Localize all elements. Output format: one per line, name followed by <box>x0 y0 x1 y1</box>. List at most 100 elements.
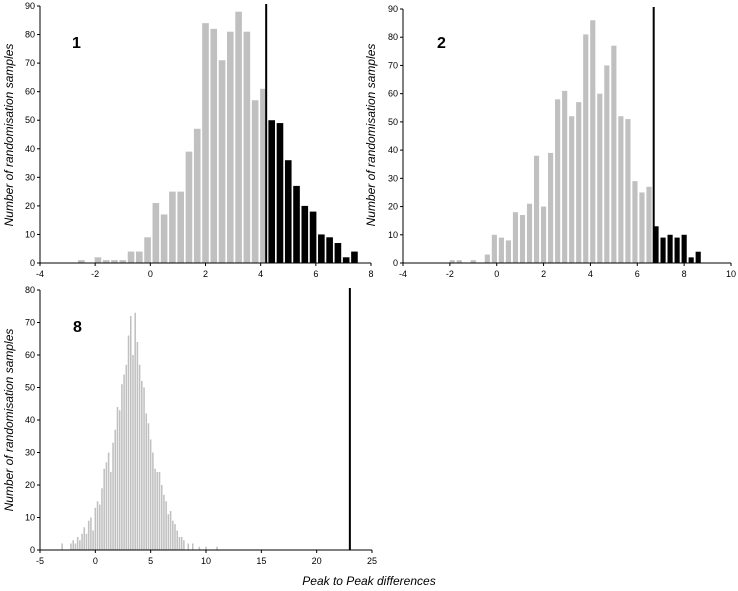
bar <box>125 364 128 550</box>
bar <box>505 240 511 263</box>
y-tick-label: 60 <box>388 89 398 99</box>
y-tick-label: 60 <box>25 87 35 97</box>
bar <box>243 31 251 264</box>
histogram-panel-2: 0 10 20 30 40 50 60 70 80 90 -4 -2 0 2 4 6 8 10 2 <box>388 4 736 279</box>
y-tick-label: 70 <box>388 60 398 70</box>
x-tick-label: 4 <box>258 269 263 279</box>
bar <box>156 472 159 550</box>
bar <box>114 429 117 550</box>
bar <box>351 251 358 263</box>
y-tick-label: 80 <box>25 285 35 295</box>
bar <box>138 364 141 550</box>
bar <box>107 452 110 550</box>
bar <box>72 540 74 550</box>
bar <box>276 123 284 263</box>
bar <box>134 312 136 550</box>
bar <box>87 520 90 550</box>
bar <box>205 546 207 550</box>
bar <box>141 381 143 550</box>
bar <box>597 93 603 263</box>
bar <box>284 160 292 263</box>
bar <box>102 260 110 263</box>
bar <box>152 203 160 263</box>
bar <box>260 88 267 263</box>
bar <box>92 530 94 550</box>
bar <box>101 488 103 550</box>
y-tick-label: 50 <box>388 117 398 127</box>
panel-label: 2 <box>437 35 446 52</box>
y-tick-label: 0 <box>30 545 35 555</box>
bar <box>590 20 596 263</box>
bar <box>498 237 504 263</box>
y-tick-label: 10 <box>25 229 35 239</box>
bar <box>78 260 85 263</box>
bar <box>540 206 547 263</box>
bar <box>112 442 114 550</box>
bar <box>235 11 242 263</box>
bar <box>180 537 183 550</box>
y-tick-label: 80 <box>388 32 398 42</box>
x-tick-label: -4 <box>399 269 407 279</box>
y-tick-label: 80 <box>25 30 35 40</box>
y-tick-label: 20 <box>388 202 398 212</box>
bar <box>110 472 112 550</box>
bar <box>160 485 163 550</box>
bar <box>127 251 135 263</box>
bar <box>144 237 151 263</box>
bar <box>129 316 132 550</box>
y-tick-label: 70 <box>25 318 35 328</box>
bar <box>154 468 156 550</box>
bar <box>105 462 108 550</box>
bar <box>268 120 276 263</box>
y-tick-label: 20 <box>25 480 35 490</box>
bar <box>674 237 680 263</box>
bar <box>611 45 617 263</box>
bar <box>174 524 176 550</box>
bar <box>169 511 172 550</box>
y-tick-label: 30 <box>25 448 35 458</box>
bar <box>178 537 181 550</box>
bar <box>149 439 152 550</box>
bar <box>145 413 148 550</box>
bar <box>187 543 190 550</box>
bar <box>94 507 97 550</box>
bar <box>70 543 72 550</box>
y-tick-label: 50 <box>25 383 35 393</box>
bar <box>76 537 79 550</box>
bar <box>111 260 118 263</box>
bar <box>569 116 575 264</box>
y-axis-title-3: Number of randomisation samples <box>364 44 378 227</box>
bar <box>625 119 631 263</box>
y-tick-label: 70 <box>25 58 35 68</box>
x-tick-label: 2 <box>203 269 208 279</box>
y-tick-label: 10 <box>388 230 398 240</box>
bar <box>491 234 497 263</box>
bar <box>548 152 554 263</box>
bar <box>218 60 226 264</box>
bar <box>210 28 218 264</box>
bar <box>185 151 193 263</box>
bar <box>227 31 234 264</box>
x-tick-label: -4 <box>36 269 44 279</box>
x-tick-label: -2 <box>91 269 99 279</box>
bar <box>127 335 130 550</box>
bar <box>191 543 194 550</box>
bar <box>169 191 176 263</box>
bar <box>119 260 127 263</box>
x-tick-label: 8 <box>368 269 373 279</box>
y-tick-label: 50 <box>25 115 35 125</box>
bar <box>177 191 184 263</box>
bar <box>301 205 309 263</box>
x-tick-label: 0 <box>148 269 153 279</box>
x-tick-label: 6 <box>313 269 318 279</box>
bar <box>688 257 694 263</box>
bar <box>147 423 150 550</box>
bar <box>172 520 174 550</box>
bar <box>94 257 102 263</box>
x-tick-label: 15 <box>256 556 266 566</box>
x-tick-label: 4 <box>588 269 593 279</box>
x-tick-label: 20 <box>312 556 322 566</box>
histogram-panel-1: 0 10 20 30 40 50 60 70 80 90 -4 -2 0 2 4 6 8 1 <box>25 1 374 279</box>
